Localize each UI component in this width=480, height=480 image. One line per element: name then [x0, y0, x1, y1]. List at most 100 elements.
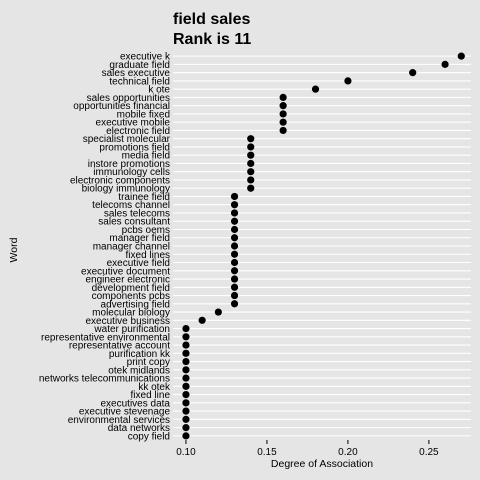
- y-tick-label: data networks: [108, 423, 170, 434]
- x-axis-label: Degree of Association: [271, 458, 373, 470]
- y-tick-label: trainee field: [118, 192, 170, 203]
- data-point: [182, 399, 190, 407]
- data-point: [230, 283, 239, 291]
- y-tick-label: development field: [92, 283, 170, 294]
- y-tick-label: opportunities financial: [73, 101, 170, 112]
- data-point: [182, 349, 190, 357]
- chart-title: field sales: [173, 11, 250, 28]
- data-point: [198, 316, 206, 324]
- y-tick-label: water purification: [93, 324, 170, 335]
- y-tick-label: environmental services: [68, 415, 170, 426]
- y-tick-label: executive mobile: [96, 118, 171, 129]
- y-tick-label: electronic components: [70, 175, 170, 186]
- data-point: [182, 415, 190, 423]
- y-tick-label: executives data: [101, 398, 171, 409]
- data-point: [409, 69, 417, 77]
- y-tick-label: promotions field: [99, 142, 170, 153]
- data-point: [230, 217, 239, 225]
- x-tick-label: 0.15: [257, 447, 277, 458]
- y-tick-label: fixed line: [131, 390, 171, 401]
- y-tick-label: engineer electronic: [86, 275, 171, 286]
- data-point: [182, 324, 190, 333]
- y-tick-label: fixed lines: [126, 250, 170, 261]
- x-tick-label: 0.25: [419, 447, 439, 458]
- data-point: [344, 77, 352, 85]
- data-point: [230, 258, 239, 267]
- y-tick-label: mobile fixed: [117, 109, 170, 120]
- y-tick-label: executive business: [86, 316, 171, 327]
- y-tick-label: copy field: [128, 431, 170, 442]
- chart-subtitle: Rank is 11: [173, 31, 251, 48]
- y-tick-label: components pcbs: [92, 291, 170, 302]
- y-tick-label: purification kk: [109, 349, 171, 360]
- y-tick-label: sales telecoms: [104, 208, 170, 219]
- data-point: [182, 374, 190, 382]
- data-point: [279, 102, 287, 110]
- data-points: [182, 52, 465, 440]
- y-tick-label: immunology cells: [93, 167, 170, 178]
- y-tick-label: telecoms channel: [92, 200, 170, 211]
- data-point: [230, 201, 239, 209]
- data-point: [230, 267, 239, 275]
- data-point: [182, 366, 190, 374]
- y-tick-label: otek midlands: [108, 365, 170, 376]
- y-tick-label: instore promotions: [88, 159, 170, 170]
- data-point: [247, 135, 255, 143]
- data-point: [230, 300, 239, 308]
- y-tick-label: manager field: [109, 233, 170, 244]
- data-point: [182, 424, 190, 432]
- y-tick-label: sales opportunities: [87, 93, 170, 104]
- gridlines: [173, 55, 471, 437]
- data-point: [311, 85, 320, 93]
- data-point: [182, 407, 190, 415]
- data-point: [279, 118, 287, 126]
- data-point: [230, 209, 239, 217]
- y-tick-label: kk otek: [138, 382, 171, 393]
- y-tick-label: print copy: [127, 357, 170, 368]
- y-tick-label: representative account: [69, 341, 170, 352]
- data-point: [230, 250, 239, 258]
- data-point: [457, 52, 465, 60]
- data-point: [214, 308, 222, 316]
- y-tick-label: executive document: [81, 266, 170, 277]
- data-point: [247, 143, 255, 151]
- data-point: [230, 242, 239, 250]
- data-point: [279, 93, 287, 102]
- x-tick-label: 0.20: [338, 447, 358, 458]
- y-tick-label: electronic field: [106, 126, 170, 137]
- y-tick-label: k ote: [148, 85, 170, 96]
- y-tick-label: sales executive: [102, 68, 171, 79]
- y-tick-label: specialist molecular: [83, 134, 171, 145]
- y-tick-label: pcbs oems: [122, 225, 170, 236]
- data-point: [230, 234, 239, 242]
- y-tick-label: executive k: [120, 52, 171, 63]
- y-tick-label: biology immunology: [82, 184, 170, 195]
- data-point: [230, 275, 239, 283]
- data-point: [182, 432, 190, 440]
- data-point: [247, 184, 255, 192]
- y-tick-label: technical field: [109, 76, 170, 87]
- data-point: [230, 225, 239, 234]
- data-point: [279, 126, 287, 135]
- x-tick-label: 0.10: [176, 447, 196, 458]
- data-point: [247, 168, 255, 176]
- y-tick-label: media field: [122, 151, 170, 162]
- y-tick-label: advertising field: [101, 299, 170, 310]
- data-point: [279, 110, 287, 118]
- data-point: [182, 341, 190, 349]
- data-point: [247, 159, 255, 168]
- data-point: [247, 176, 255, 184]
- y-tick-label: networks telecommunications: [39, 374, 170, 385]
- data-point: [182, 357, 190, 366]
- y-tick-label: molecular biology: [92, 308, 170, 319]
- y-tick-label: executive field: [107, 258, 170, 269]
- x-axis-ticks: 0.10 0.15 0.20 0.25: [176, 440, 439, 458]
- y-axis-label: Word: [8, 237, 20, 262]
- y-tick-label: graduate field: [109, 60, 170, 71]
- data-point: [182, 382, 190, 390]
- y-tick-label: representative environmental: [41, 332, 170, 343]
- y-tick-label: executive stevenage: [79, 407, 171, 418]
